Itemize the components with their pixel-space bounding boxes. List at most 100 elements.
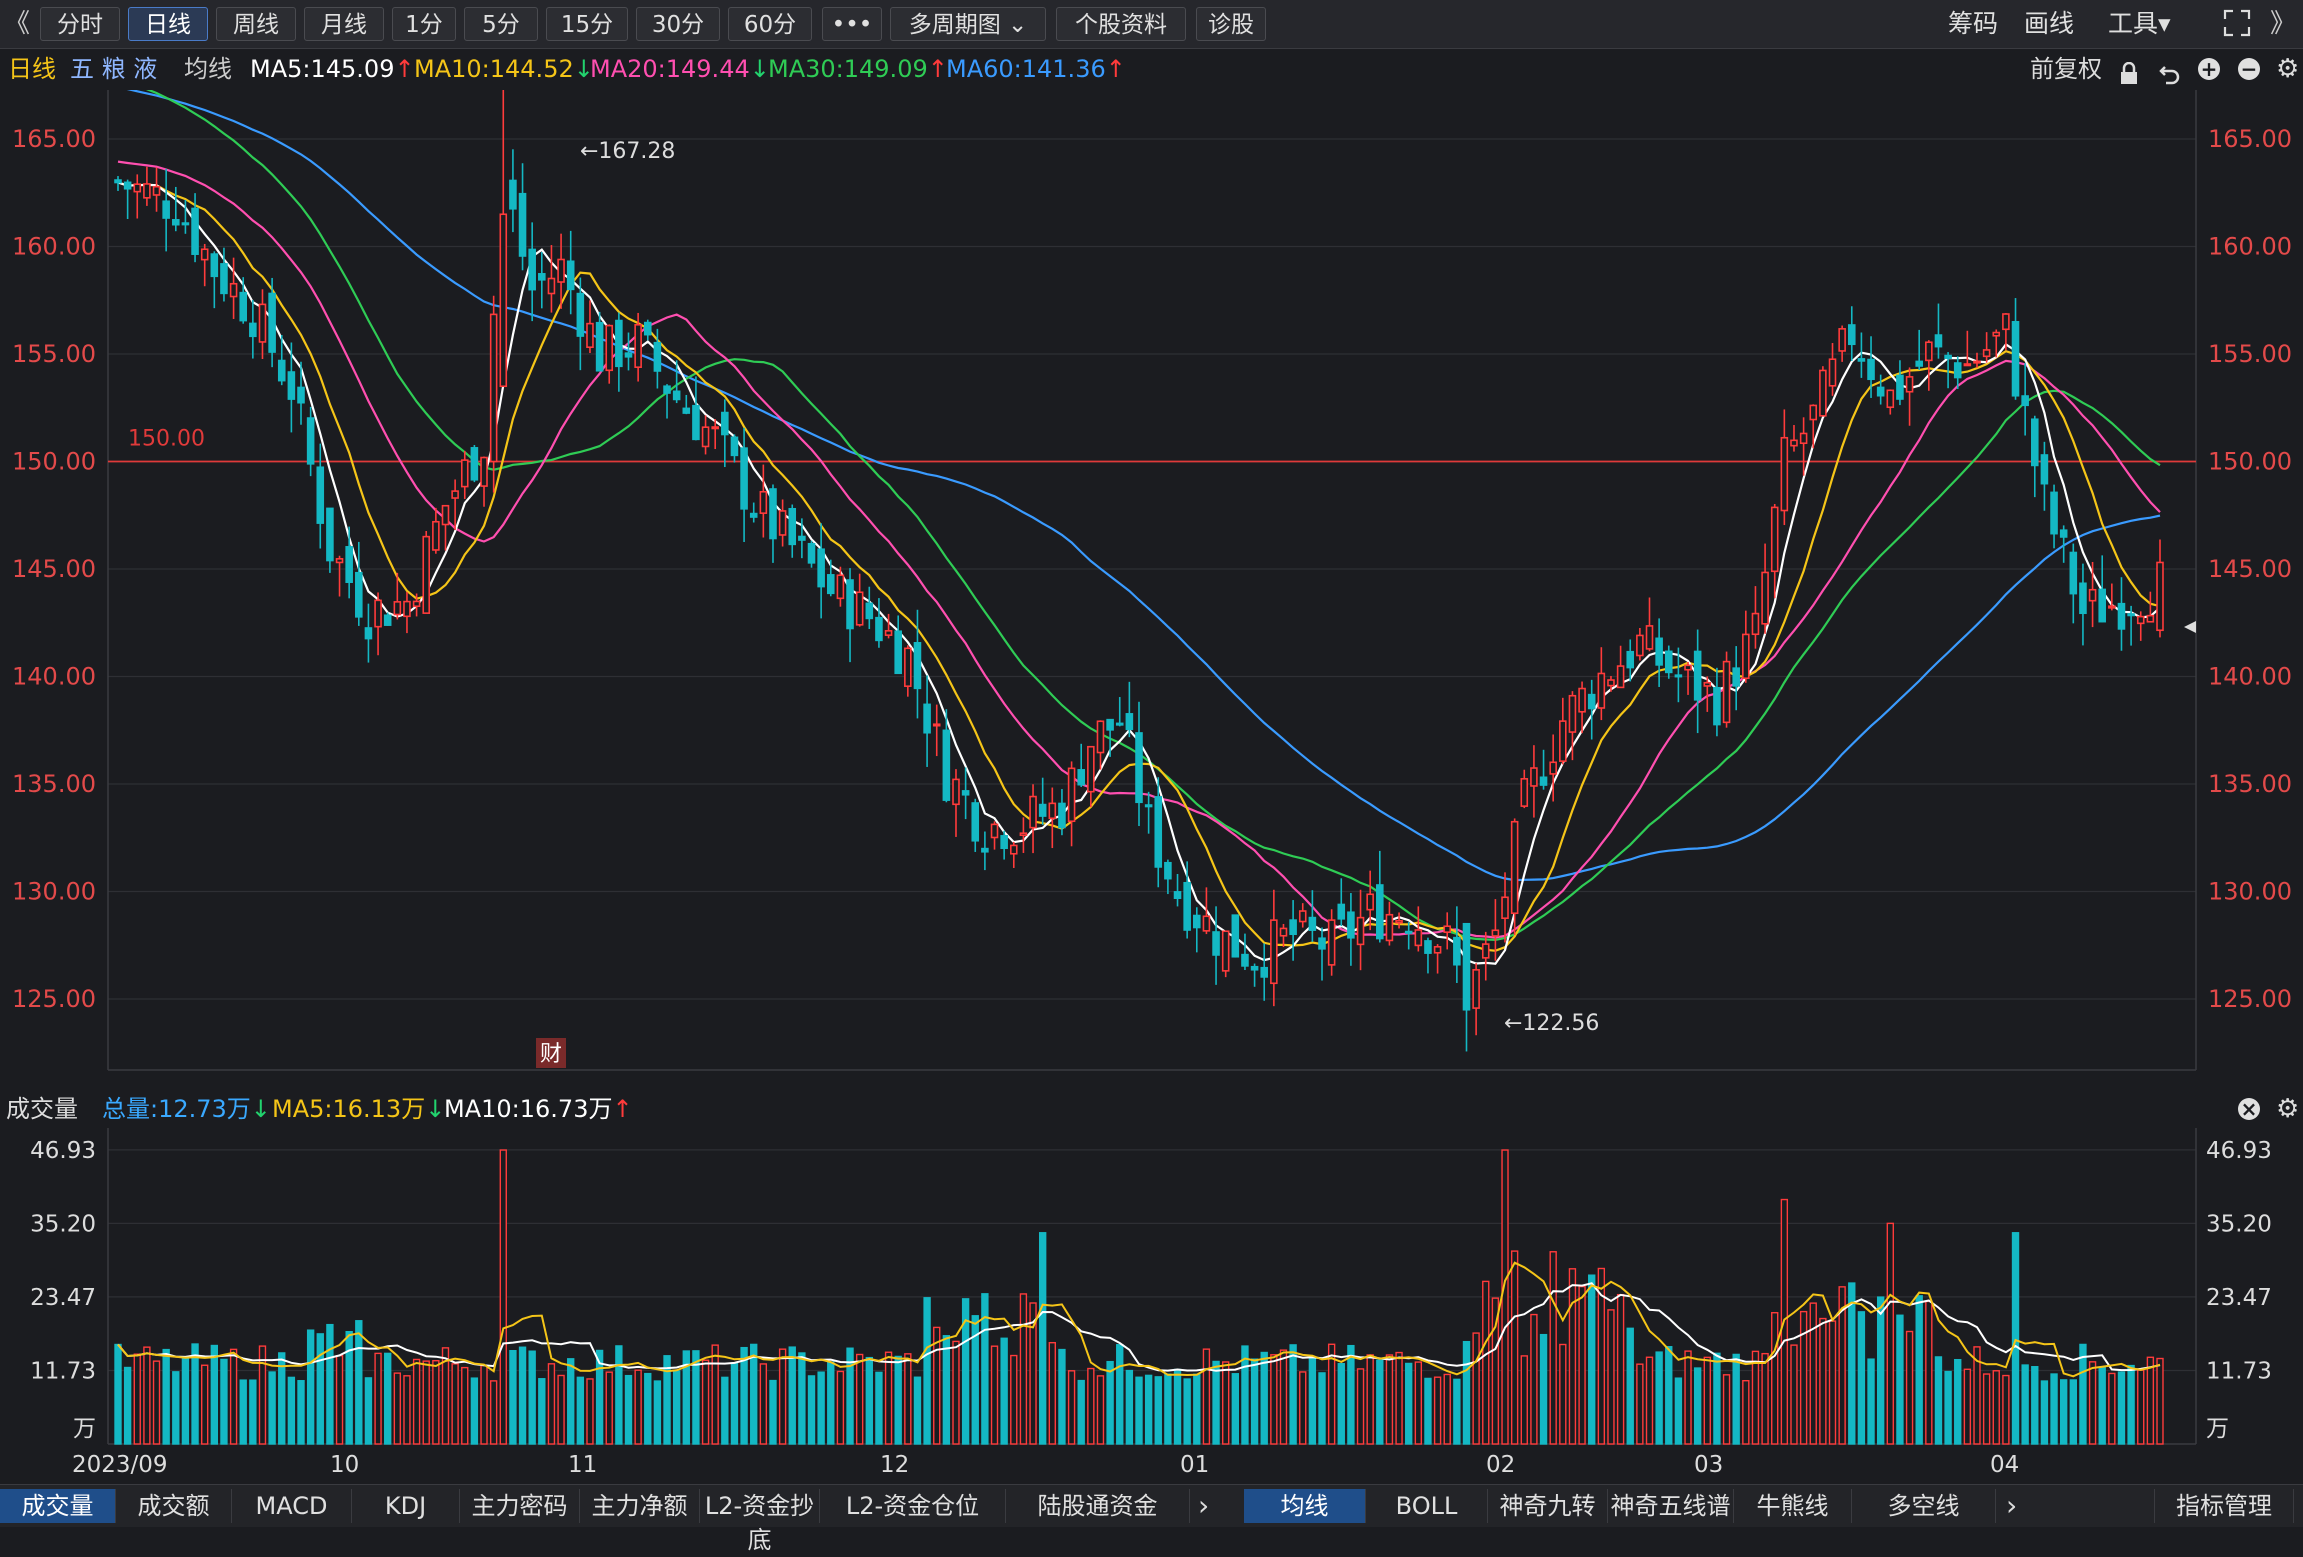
volume-bar [1144,1374,1153,1445]
toolbar-button-3[interactable]: 月线 [304,7,384,41]
toolbar-button-8[interactable]: 60分 [728,7,812,41]
price-chart[interactable]: 165.00 165.00 160.00 160.00 155.00 155.00 150.… [0,90,2303,1090]
indicator-manage-button[interactable]: 指标管理 [2154,1489,2294,1523]
tab-right-2[interactable]: 神奇九转 [1488,1489,1608,1523]
volume-bar [769,1379,777,1445]
toolbar-button-11[interactable]: 个股资料 [1056,7,1186,41]
candle-body [1115,722,1124,726]
candle-body [268,292,276,353]
candle-body [200,248,209,261]
candle-body [2117,602,2126,630]
volume-axis-right-label: 35.20 [2206,1211,2272,1237]
tabs2-scroll-right-icon[interactable]: › [2006,1489,2018,1522]
tab-right-5[interactable]: 多空线 [1852,1489,1996,1523]
toolbar-button-12[interactable]: 诊股 [1196,7,1266,41]
price-axis-left-label: 140.00 [12,663,96,691]
toolbar-right-2[interactable]: 工具▾ [2108,9,2171,38]
candle-body [2098,588,2106,623]
stock-name[interactable]: 五 粮 液 [70,55,158,83]
candle-body [624,352,633,358]
financial-event-marker[interactable] [536,1038,566,1068]
toolbar-button-7[interactable]: 30分 [636,7,720,41]
volume-bar [952,1340,960,1445]
candle-body [952,778,960,806]
toolbar-button-6[interactable]: 15分 [546,7,628,41]
volume-bar [1058,1348,1066,1445]
volume-bar [2059,1379,2068,1445]
candle-body [981,847,989,853]
candle-body [586,322,594,349]
candle-body [1404,930,1413,934]
volume-bar [1405,1362,1413,1445]
toolbar-button-4[interactable]: 1分 [392,7,456,41]
ma-label[interactable]: 均线 [184,55,232,83]
volume-bar [335,1354,344,1445]
date-axis-label: 04 [1990,1452,2019,1478]
candle-body [1241,953,1249,967]
adjust-mode[interactable]: 前复权 [2030,55,2102,83]
fullscreen-icon[interactable] [2222,8,2252,38]
candle-body [470,447,479,481]
candle-body [2030,418,2039,467]
collapse-right-icon[interactable]: 》 [2270,9,2297,39]
volume-title[interactable]: 成交量 [6,1095,78,1123]
tab-left-5[interactable]: 主力净额 [580,1489,700,1523]
tab-right-3[interactable]: 神奇五线谱 [1608,1489,1734,1523]
tab-left-6[interactable]: L2-资金抄底 [700,1489,820,1554]
volume-bar [875,1371,883,1445]
tab-left-7[interactable]: L2-资金仓位 [820,1489,1006,1523]
tab-left-0[interactable]: 成交量 [0,1489,116,1523]
toolbar-button-2[interactable]: 周线 [216,7,296,41]
price-axis-left-label: 150.00 [12,448,96,476]
volume-bar [2156,1357,2164,1445]
candle-body [123,181,132,190]
volume-bar [547,1363,556,1445]
volume-bar [634,1369,642,1445]
price-axis-left-label: 155.00 [12,340,96,368]
volume-chart[interactable]: 46.93 46.93 35.20 35.20 23.47 23.47 11.73 11.73… [0,1128,2303,1484]
tab-left-1[interactable]: 成交额 [116,1489,232,1523]
collapse-left-icon[interactable]: 《 [4,9,31,39]
volume-bar [653,1380,662,1445]
volume-bar [1106,1360,1114,1445]
candle-body [2108,605,2116,609]
toolbar-button-10[interactable]: 多周期图 ⌄ [890,7,1046,41]
candle-body [788,507,797,546]
tab-left-3[interactable]: KDJ [352,1489,460,1523]
tab-left-4[interactable]: 主力密码 [460,1489,580,1523]
volume-bar [1173,1368,1182,1445]
price-axis-left-label: 135.00 [12,770,96,798]
undo-icon[interactable] [2158,57,2182,99]
volume-bar [1501,1149,1509,1445]
tabs-scroll-right-icon[interactable]: › [1198,1489,1210,1522]
ma10-value: MA10:144.52↓ [414,55,594,83]
settings-gear-icon[interactable]: ⚙ [2276,54,2300,84]
zoom-in-icon[interactable]: + [2198,58,2220,80]
tab-right-4[interactable]: 牛熊线 [1734,1489,1852,1523]
candle-body [509,179,517,210]
zoom-out-icon[interactable]: − [2238,58,2260,80]
tab-left-8[interactable]: 陆股通资金 [1006,1489,1190,1523]
tab-right-1[interactable]: BOLL [1366,1489,1488,1523]
toolbar-button-0[interactable]: 分时 [40,7,120,41]
volume-bar [1424,1377,1432,1445]
close-volume-icon[interactable]: × [2238,1098,2260,1120]
volume-bar [297,1380,305,1445]
volume-bar [480,1364,488,1445]
toolbar-button-9[interactable]: ••• [822,7,882,41]
candle-body [355,571,363,618]
candle-body [1144,804,1153,808]
toolbar-right-0[interactable]: 筹码 [1948,9,1999,38]
toolbar-button-1[interactable]: 日线 [128,7,208,41]
lock-icon[interactable] [2118,57,2140,99]
toolbar-button-5[interactable]: 5分 [464,7,538,41]
volume-bar [1732,1353,1740,1445]
tab-right-0[interactable]: 均线 [1244,1489,1366,1523]
volume-bar [258,1345,267,1445]
volume-settings-gear-icon[interactable]: ⚙ [2276,1094,2300,1124]
volume-bar [1125,1369,1134,1445]
tab-left-2[interactable]: MACD [232,1489,352,1523]
candle-body [1568,694,1577,733]
toolbar-right-1[interactable]: 画线 [2024,9,2075,38]
candle-body [1183,881,1191,931]
